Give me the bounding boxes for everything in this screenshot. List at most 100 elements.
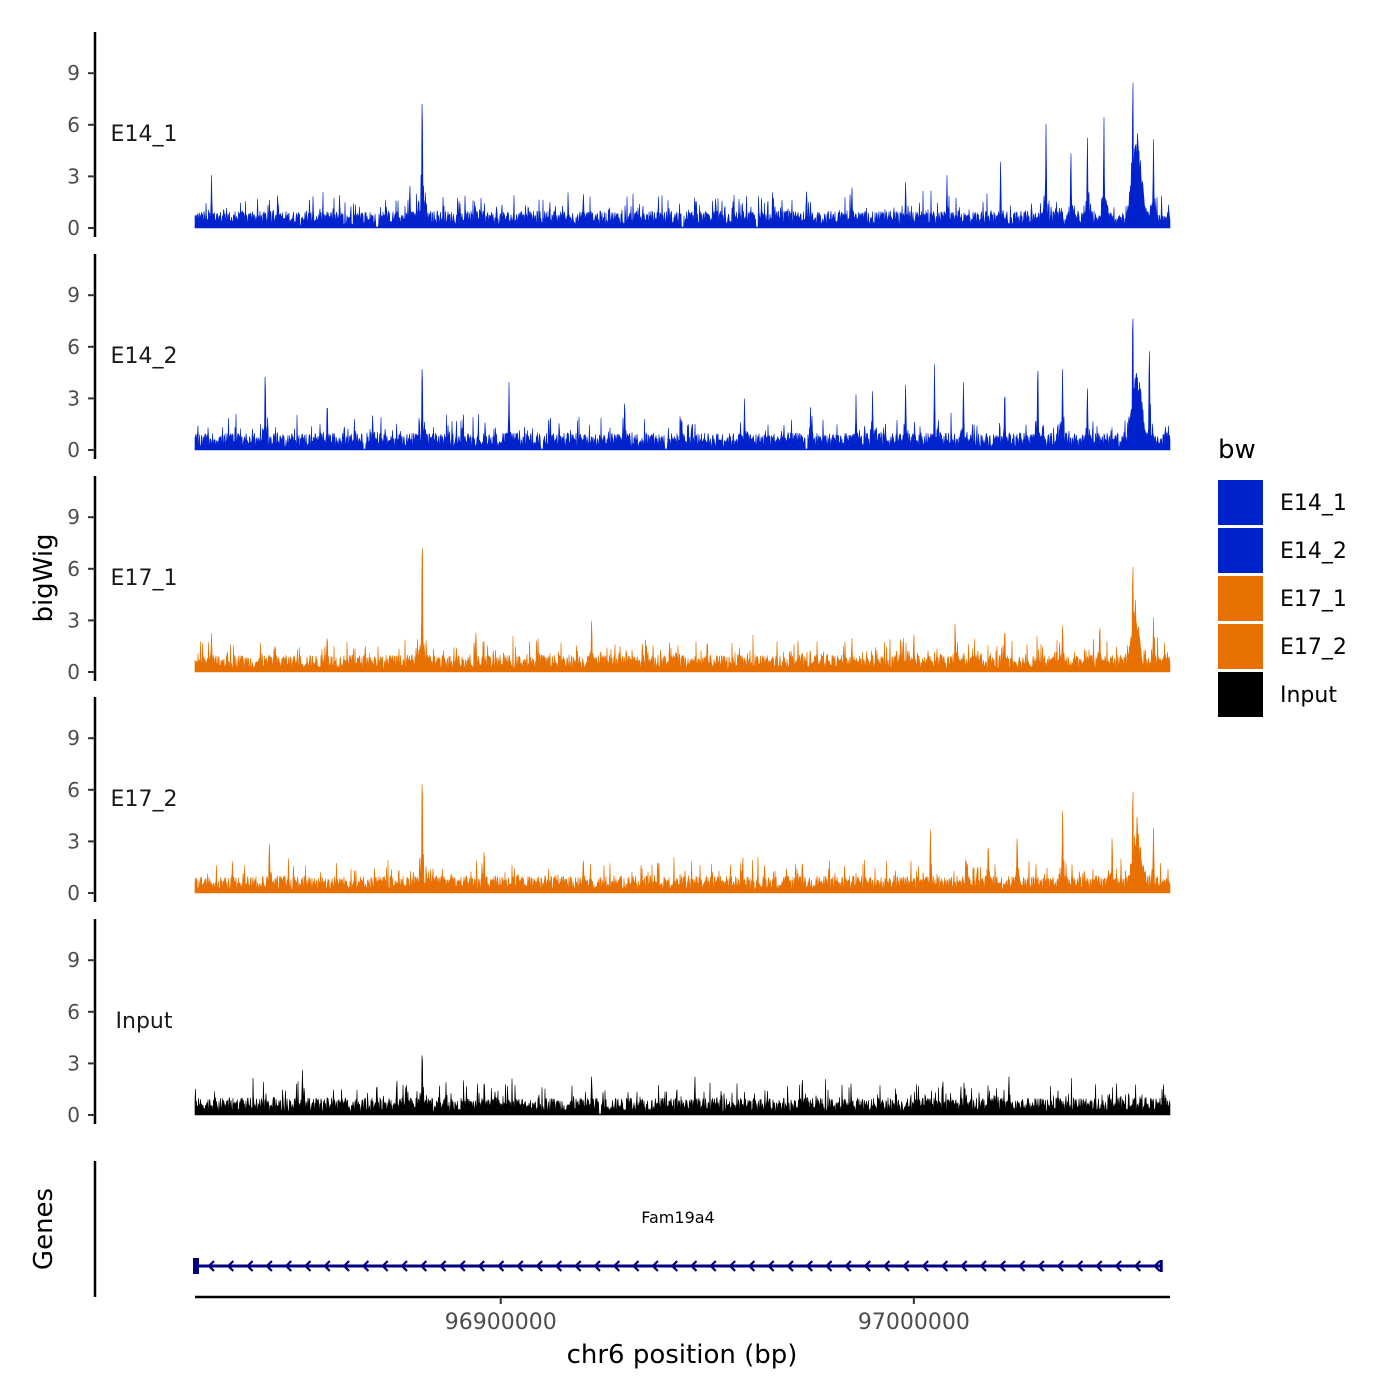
y-tick-label: 0 [67, 660, 80, 684]
y-tick-label: 9 [67, 61, 80, 85]
gene-strand-arrow [303, 1260, 312, 1272]
y-tick-label: 3 [67, 1051, 80, 1075]
gene-strand-arrow [1056, 1260, 1064, 1272]
gene-exon [193, 1258, 199, 1274]
gene-strand-arrow [284, 1260, 292, 1272]
y-axis-layer: 0 3 6 9 0 3 6 9 0 3 6 9 0 3 6 9 0 3 6 9 [67, 32, 97, 1127]
y-tick-label: 3 [67, 164, 80, 188]
legend: bw E14_1 E14_2 E17_1 E17_2 Input [1218, 435, 1347, 717]
y-tick-label: 6 [67, 335, 80, 359]
gene-strand-arrow [670, 1260, 678, 1272]
track-label-input: Input [116, 1009, 173, 1034]
gene-strand-arrow [882, 1260, 891, 1272]
gene-strand-arrow [1095, 1260, 1103, 1272]
gene-strand-arrow [728, 1260, 736, 1272]
gene-strand-arrow [1114, 1260, 1122, 1272]
gene-strand-arrow [902, 1260, 910, 1272]
gene-strand-arrow [361, 1260, 370, 1272]
gene-strand-arrow [805, 1260, 814, 1272]
gene-strand-arrow [747, 1260, 756, 1272]
signal-area-e14_2 [194, 318, 1171, 451]
gene-strand-arrow [863, 1260, 871, 1272]
gene-strand-arrow [535, 1260, 543, 1272]
gene-strand-arrow [381, 1260, 389, 1272]
y-tick-label: 0 [67, 881, 80, 905]
y-tick-label: 6 [67, 557, 80, 581]
gene-strand-arrow [612, 1260, 621, 1272]
x-tick-label: 96900000 [445, 1310, 557, 1335]
gene-strand-arrow [979, 1260, 987, 1272]
gene-strand-arrow [458, 1260, 466, 1272]
legend-swatch [1218, 528, 1263, 573]
gene-strand-arrow [496, 1260, 505, 1272]
y-tick-label: 6 [67, 113, 80, 137]
x-axis-title: chr6 position (bp) [567, 1340, 798, 1370]
gene-strand-arrow [400, 1260, 408, 1272]
gene-strand-arrow [998, 1260, 1007, 1272]
gene-strand-arrow [844, 1260, 852, 1272]
track-label-e17_1: E17_1 [111, 566, 178, 591]
signal-area-input [194, 1055, 1171, 1116]
y-tick-label: 6 [67, 778, 80, 802]
gene-strand-arrow [477, 1260, 485, 1272]
x-ticks: 96900000 97000000 [445, 1297, 970, 1335]
gene-strand-arrow [786, 1260, 794, 1272]
gene-strand-arrow [825, 1260, 833, 1272]
gene-strand-arrow [651, 1260, 659, 1272]
legend-swatch [1218, 576, 1263, 621]
gene-strand-arrow [960, 1260, 968, 1272]
gene-strand-arrow [1018, 1260, 1026, 1272]
gene-strand-arrow [323, 1260, 331, 1272]
x-axis: 96900000 97000000 chr6 position (bp) [195, 1295, 1170, 1370]
gene-strand-arrow [554, 1260, 563, 1272]
track-label-e17_2: E17_2 [111, 787, 178, 812]
legend-title: bw [1218, 435, 1256, 465]
gene-strand-arrow [689, 1260, 698, 1272]
y-tick-label: 9 [67, 948, 80, 972]
gene-strand-arrow [439, 1260, 447, 1272]
gene-strand-arrow [1153, 1260, 1161, 1272]
legend-label: Input [1280, 683, 1337, 708]
legend-entries: E14_1 E14_2 E17_1 E17_2 Input [1218, 480, 1347, 717]
legend-label: E14_2 [1280, 539, 1347, 564]
gene-exon [1159, 1260, 1163, 1272]
legend-swatch [1218, 624, 1263, 669]
gene-name-label: Fam19a4 [641, 1208, 714, 1227]
gene-strand-arrow [342, 1260, 350, 1272]
legend-label: E17_2 [1280, 635, 1347, 660]
signal-area-e14_1 [194, 82, 1171, 229]
legend-label: E14_1 [1280, 491, 1347, 516]
gene-strand-arrow [246, 1260, 254, 1272]
y-tick-label: 9 [67, 283, 80, 307]
legend-swatch [1218, 672, 1263, 717]
legend-label: E17_1 [1280, 587, 1347, 612]
y-tick-label: 3 [67, 386, 80, 410]
y-axis-title: bigWig [29, 533, 59, 622]
gene-model [193, 1258, 1163, 1274]
y-tick-label: 0 [67, 438, 80, 462]
gene-strand-arrow [940, 1260, 949, 1272]
gene-strand-arrow [516, 1260, 524, 1272]
gene-strand-arrow [767, 1260, 775, 1272]
y-tick-label: 9 [67, 726, 80, 750]
y-tick-label: 6 [67, 1000, 80, 1024]
x-tick-label: 97000000 [858, 1310, 970, 1335]
y-tick-label: 3 [67, 608, 80, 632]
gene-strand-arrow [1133, 1260, 1142, 1272]
genes-panel: Genes Fam19a4 [29, 1161, 1163, 1297]
y-tick-label: 0 [67, 216, 80, 240]
gene-strand-arrow [207, 1260, 215, 1272]
legend-swatch [1218, 480, 1263, 525]
y-tick-label: 3 [67, 829, 80, 853]
track-label-e14_1: E14_1 [111, 122, 178, 147]
y-tick-label: 0 [67, 1103, 80, 1127]
gene-strand-arrow [593, 1260, 601, 1272]
gene-strand-arrow [226, 1260, 235, 1272]
gene-strand-arrow [419, 1260, 428, 1272]
genes-axis-title: Genes [29, 1188, 59, 1270]
gene-strand-arrow [709, 1260, 717, 1272]
gene-strand-arrow [265, 1260, 273, 1272]
signal-area-e17_2 [194, 784, 1171, 894]
tracks-layer: E14_1 E14_2 E17_1 E17_2 Input [111, 82, 1171, 1116]
